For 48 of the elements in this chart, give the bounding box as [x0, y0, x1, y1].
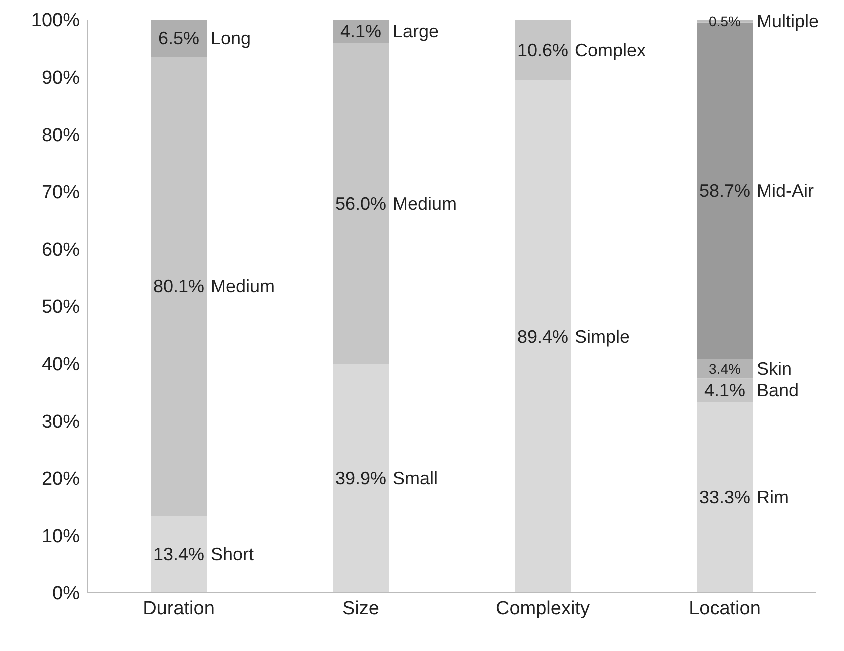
bar [333, 43, 389, 364]
y-tick-label: 80% [42, 125, 80, 146]
data-label: 56.0% [335, 194, 387, 214]
data-label: 0.5% [709, 13, 741, 30]
bar [515, 80, 571, 593]
annotation: Complex [575, 40, 646, 60]
data-label: 58.7% [699, 181, 751, 202]
data-label: 4.1% [704, 380, 746, 400]
y-tick-label: 60% [42, 240, 80, 261]
x-tick-label: Complexity [496, 598, 590, 620]
y-tick-label: 90% [42, 68, 80, 90]
bar [515, 20, 571, 81]
data-label: 6.5% [158, 28, 200, 49]
y-tick-label: 70% [42, 182, 80, 204]
annotation: Large [393, 22, 440, 42]
bar [151, 57, 207, 516]
annotation: Small [393, 468, 438, 489]
y-tick-label: 100% [31, 10, 80, 32]
x-tick-label: Size [342, 598, 380, 620]
annotation: Band [757, 380, 800, 400]
data-label: 39.9% [335, 468, 387, 489]
annotation: Medium [211, 276, 276, 297]
data-label: 4.1% [340, 22, 382, 42]
bar [333, 364, 389, 593]
y-tick-label: 10% [42, 526, 80, 548]
x-tick-label: Location [689, 598, 761, 620]
data-label: 89.4% [517, 326, 569, 347]
annotation: Long [211, 28, 252, 49]
annotation: Simple [575, 326, 630, 347]
y-tick-label: 20% [42, 469, 80, 490]
bar [697, 402, 753, 593]
annotation: Rim [757, 488, 789, 508]
y-tick-label: 40% [42, 354, 80, 376]
data-label: 10.6% [517, 40, 569, 60]
y-tick-label: 30% [42, 412, 80, 433]
annotation: Skin [757, 358, 792, 379]
annotation: Medium [393, 194, 458, 214]
annotation: Mid-Air [757, 181, 814, 202]
annotation: Multiple [757, 11, 820, 32]
data-label: 33.3% [699, 488, 751, 508]
bar [151, 516, 207, 593]
y-tick-label: 50% [42, 297, 80, 318]
y-tick-label: 0% [52, 584, 80, 605]
annotation: Short [211, 544, 254, 565]
data-label: 13.4% [153, 544, 205, 565]
data-label: 3.4% [709, 360, 741, 377]
x-tick-label: Duration [143, 598, 215, 620]
data-label: 80.1% [153, 276, 205, 297]
